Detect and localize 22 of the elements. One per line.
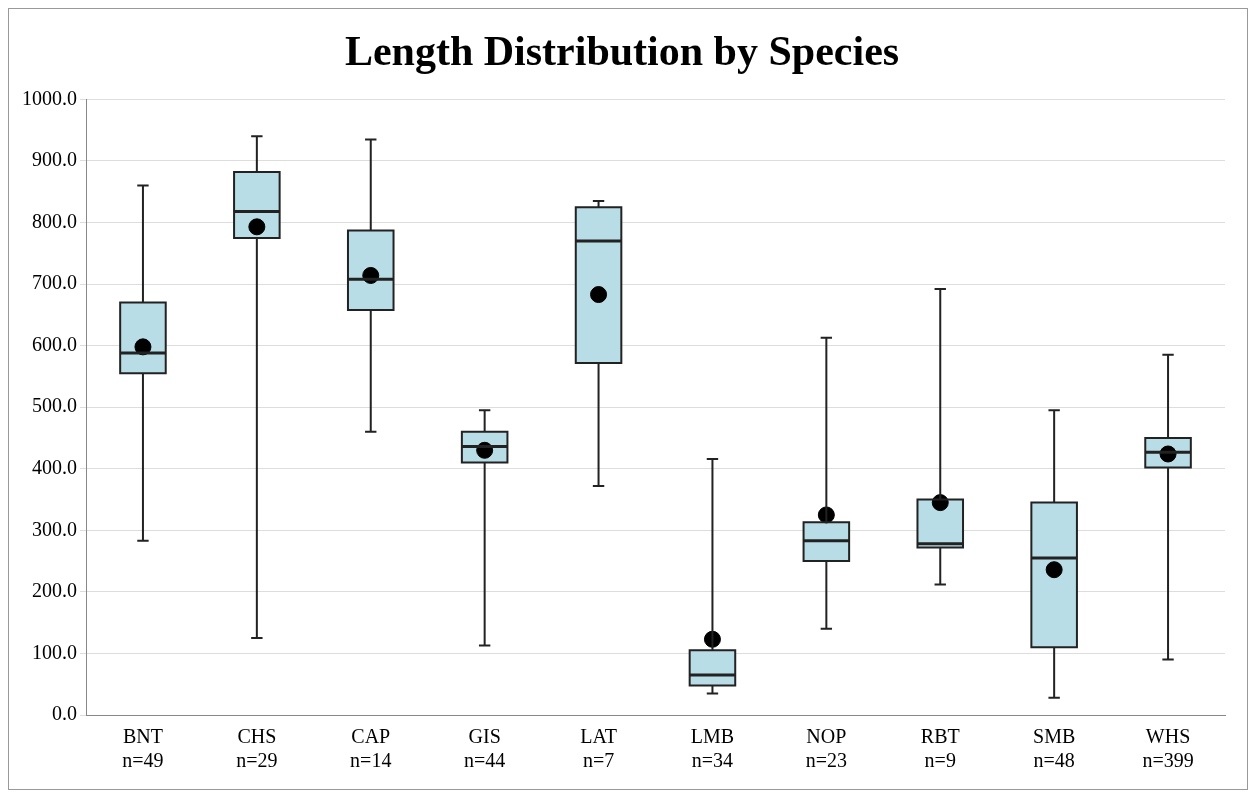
x-tick-label: GIS n=44 [464, 725, 506, 772]
y-tick-label: 100.0 [32, 640, 77, 663]
y-tick-label: 0.0 [52, 702, 77, 725]
y-tick-label: 200.0 [32, 579, 77, 602]
x-tick-label: SMB n=48 [1033, 725, 1076, 772]
x-tick-label: NOP n=23 [805, 725, 847, 772]
y-tick-label: 1000.0 [22, 86, 77, 109]
x-tick-label: CAP n=14 [350, 725, 392, 772]
y-tick-label: 600.0 [32, 332, 77, 355]
y-tick-label: 500.0 [32, 394, 77, 417]
y-tick-label: 400.0 [32, 456, 77, 479]
x-tick-label: RBT n=9 [920, 725, 960, 772]
y-tick-label: 800.0 [32, 209, 77, 232]
x-tick-label: LAT n=7 [580, 725, 617, 772]
x-tick-label: BNT n=49 [122, 725, 164, 772]
x-tick-label: LMB n=34 [690, 725, 735, 772]
chart-title: Length Distribution by Species [344, 28, 900, 75]
x-tick-label: WHS n=399 [1142, 725, 1194, 772]
y-tick-label: 300.0 [32, 517, 77, 540]
y-tick-label: 700.0 [32, 271, 77, 294]
x-tick-label: CHS n=29 [236, 725, 278, 772]
y-tick-label: 900.0 [32, 148, 77, 171]
